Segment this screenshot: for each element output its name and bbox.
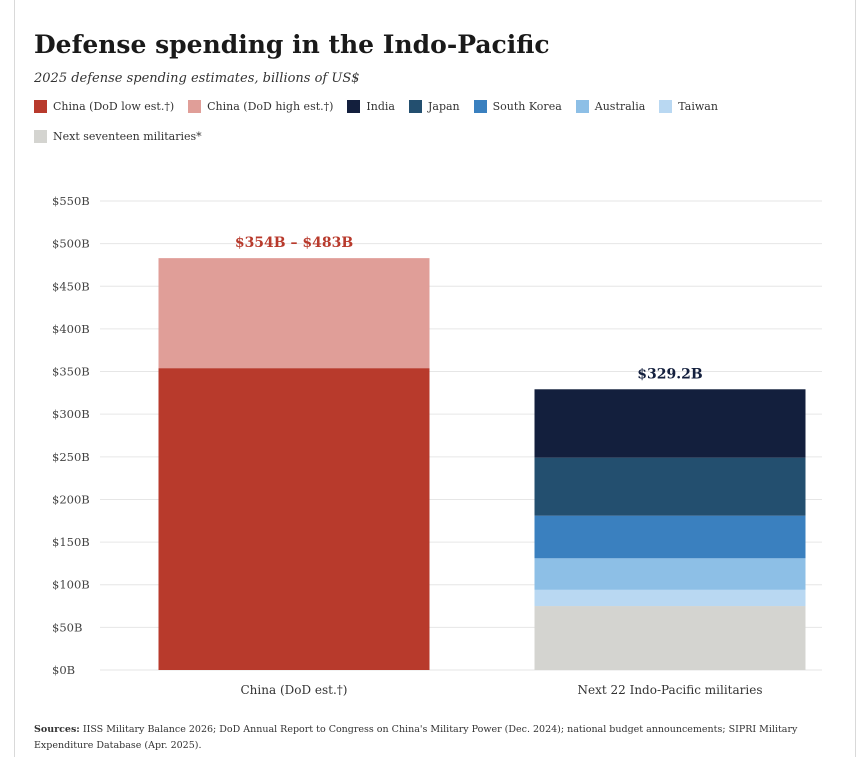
legend-item: China (DoD high est.†) [188,97,333,115]
y-tick-label: $450B [52,279,90,293]
legend-swatch [408,99,422,113]
stacked-bar-chart: $0B $50B $100B $150B $200B $250B $300B $350B $40… [52,194,822,697]
y-tick-label: $200B [52,492,90,506]
legend: China (DoD low est.†) China (DoD high est… [34,97,814,157]
legend-label: India [366,99,395,113]
x-category-label: Next 22 Indo-Pacific militaries [577,683,762,697]
legend-label: Taiwan [678,99,718,113]
legend-label: Japan [427,99,460,113]
y-tick-label: $550B [52,194,90,208]
bar-total-label: $354B – $483B [235,235,354,251]
x-category-label: China (DoD est.†) [241,683,348,697]
bar-segment [534,457,806,516]
y-tick-label: $400B [52,322,90,336]
legend-swatch [659,99,673,113]
legend-label: China (DoD high est.†) [207,99,334,113]
legend-item: India [347,97,395,115]
legend-swatch [575,99,589,113]
legend-label: Australia [594,99,646,113]
legend-label: South Korea [492,99,562,113]
y-tick-label: $100B [52,578,90,592]
y-tick-label: $350B [52,365,90,379]
legend-item: China (DoD low est.†) [34,97,174,115]
y-tick-label: $250B [52,450,90,464]
y-tick-label: $50B [52,620,82,634]
y-tick-label: $300B [52,407,90,421]
y-tick-label: $150B [52,535,90,549]
bar-segment [534,515,806,559]
legend-swatch [347,99,361,113]
bar-segment [534,389,806,458]
sources-label: Sources: [34,724,80,735]
legend-label: Next seventeen militaries* [53,129,202,143]
legend-swatch [34,99,47,113]
legend-label: China (DoD low est.†) [53,99,175,113]
chart-subtitle: 2025 defense spending estimates, billion… [34,71,360,86]
legend-item: Japan [408,97,460,115]
legend-swatch [34,129,47,143]
bar-segment [534,558,806,590]
bar-segment [534,606,806,670]
legend-swatch [473,99,487,113]
chart-title: Defense spending in the Indo-Pacific [34,30,550,59]
y-tick-label: $0B [52,663,75,677]
bar-segment [158,258,430,369]
legend-item: South Korea [473,97,562,115]
y-tick-label: $500B [52,237,90,251]
bar-segment [158,368,430,670]
legend-item: Taiwan [659,97,718,115]
sources-note: Sources: IISS Military Balance 2026; DoD… [34,722,834,754]
legend-swatch [188,99,202,113]
sources-text: IISS Military Balance 2026; DoD Annual R… [34,724,798,751]
bar-segment [534,589,806,607]
bar-total-label: $329.2B [637,366,703,382]
legend-item: Australia [575,97,646,115]
legend-item: Next seventeen militaries* [34,127,202,145]
